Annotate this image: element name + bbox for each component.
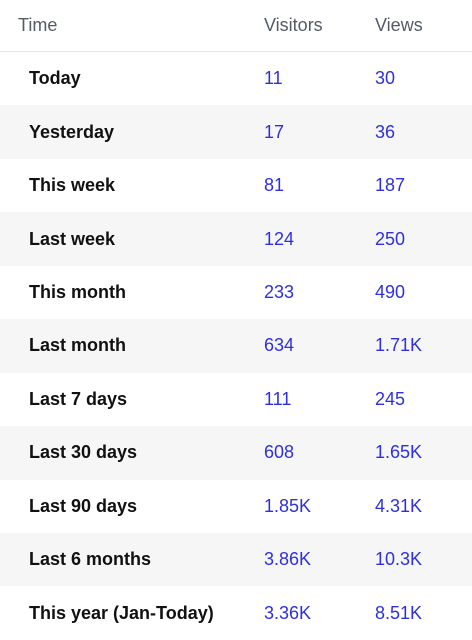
time-cell: Last 6 months — [29, 549, 152, 570]
time-cell: Last 30 days — [29, 442, 138, 463]
time-cell: Last 90 days — [29, 495, 138, 516]
visitors-value[interactable]: 11 — [264, 68, 283, 89]
time-cell: This week — [29, 175, 116, 196]
column-header-visitors[interactable]: Visitors — [264, 15, 323, 35]
table-row: Today 11 30 — [0, 52, 472, 105]
visitors-value[interactable]: 3.86K — [264, 549, 312, 570]
table-header: Time Visitors Views — [0, 0, 472, 52]
time-cell: Yesterday — [29, 121, 115, 142]
views-value[interactable]: 490 — [375, 281, 406, 302]
views-value[interactable]: 4.31K — [375, 495, 423, 516]
column-header-time[interactable]: Time — [18, 15, 58, 35]
visitors-value[interactable]: 3.36K — [264, 602, 312, 623]
visitors-value[interactable]: 634 — [264, 335, 295, 356]
views-value[interactable]: 245 — [375, 388, 406, 409]
visitors-value[interactable]: 17 — [264, 121, 285, 142]
visitors-value[interactable]: 233 — [264, 281, 295, 302]
views-value[interactable]: 1.65K — [375, 442, 423, 463]
table-row: Last week 124 250 — [0, 212, 472, 266]
table-row: This year (Jan-Today) 3.36K 8.51K — [0, 586, 472, 639]
visitors-value[interactable]: 608 — [264, 442, 295, 463]
table-row: This week 81 187 — [0, 159, 472, 212]
time-cell: Last 7 days — [29, 388, 128, 409]
table-row: Last 90 days 1.85K 4.31K — [0, 480, 472, 533]
views-value[interactable]: 36 — [375, 121, 396, 142]
table-body: Today 11 30 Yesterday 17 36 This week 81… — [0, 52, 472, 640]
views-value[interactable]: 8.51K — [375, 602, 423, 623]
column-header-views[interactable]: Views — [375, 15, 423, 35]
table-row: Last 6 months 3.86K 10.3K — [0, 532, 472, 587]
table-row: This month 233 490 — [0, 266, 472, 319]
visitors-value[interactable]: 124 — [264, 228, 295, 249]
time-cell: Last week — [29, 228, 116, 249]
visitors-value[interactable]: 81 — [264, 175, 285, 196]
time-cell: Today — [29, 68, 81, 89]
table-row: Last month 634 1.71K — [0, 319, 472, 373]
views-value[interactable]: 187 — [375, 175, 406, 196]
views-value[interactable]: 250 — [375, 228, 406, 249]
table-row: Yesterday 17 36 — [0, 105, 472, 159]
views-value[interactable]: 30 — [375, 68, 396, 89]
time-cell: This year (Jan-Today) — [29, 602, 214, 623]
views-value[interactable]: 1.71K — [375, 335, 423, 356]
views-value[interactable]: 10.3K — [375, 549, 423, 570]
table-row: Last 7 days 111 245 — [0, 373, 472, 426]
visitors-value[interactable]: 111 — [264, 388, 292, 409]
table-row: Last 30 days 608 1.65K — [0, 426, 472, 480]
visitors-value[interactable]: 1.85K — [264, 495, 312, 516]
time-cell: Last month — [29, 335, 126, 356]
time-cell: This month — [29, 281, 126, 302]
